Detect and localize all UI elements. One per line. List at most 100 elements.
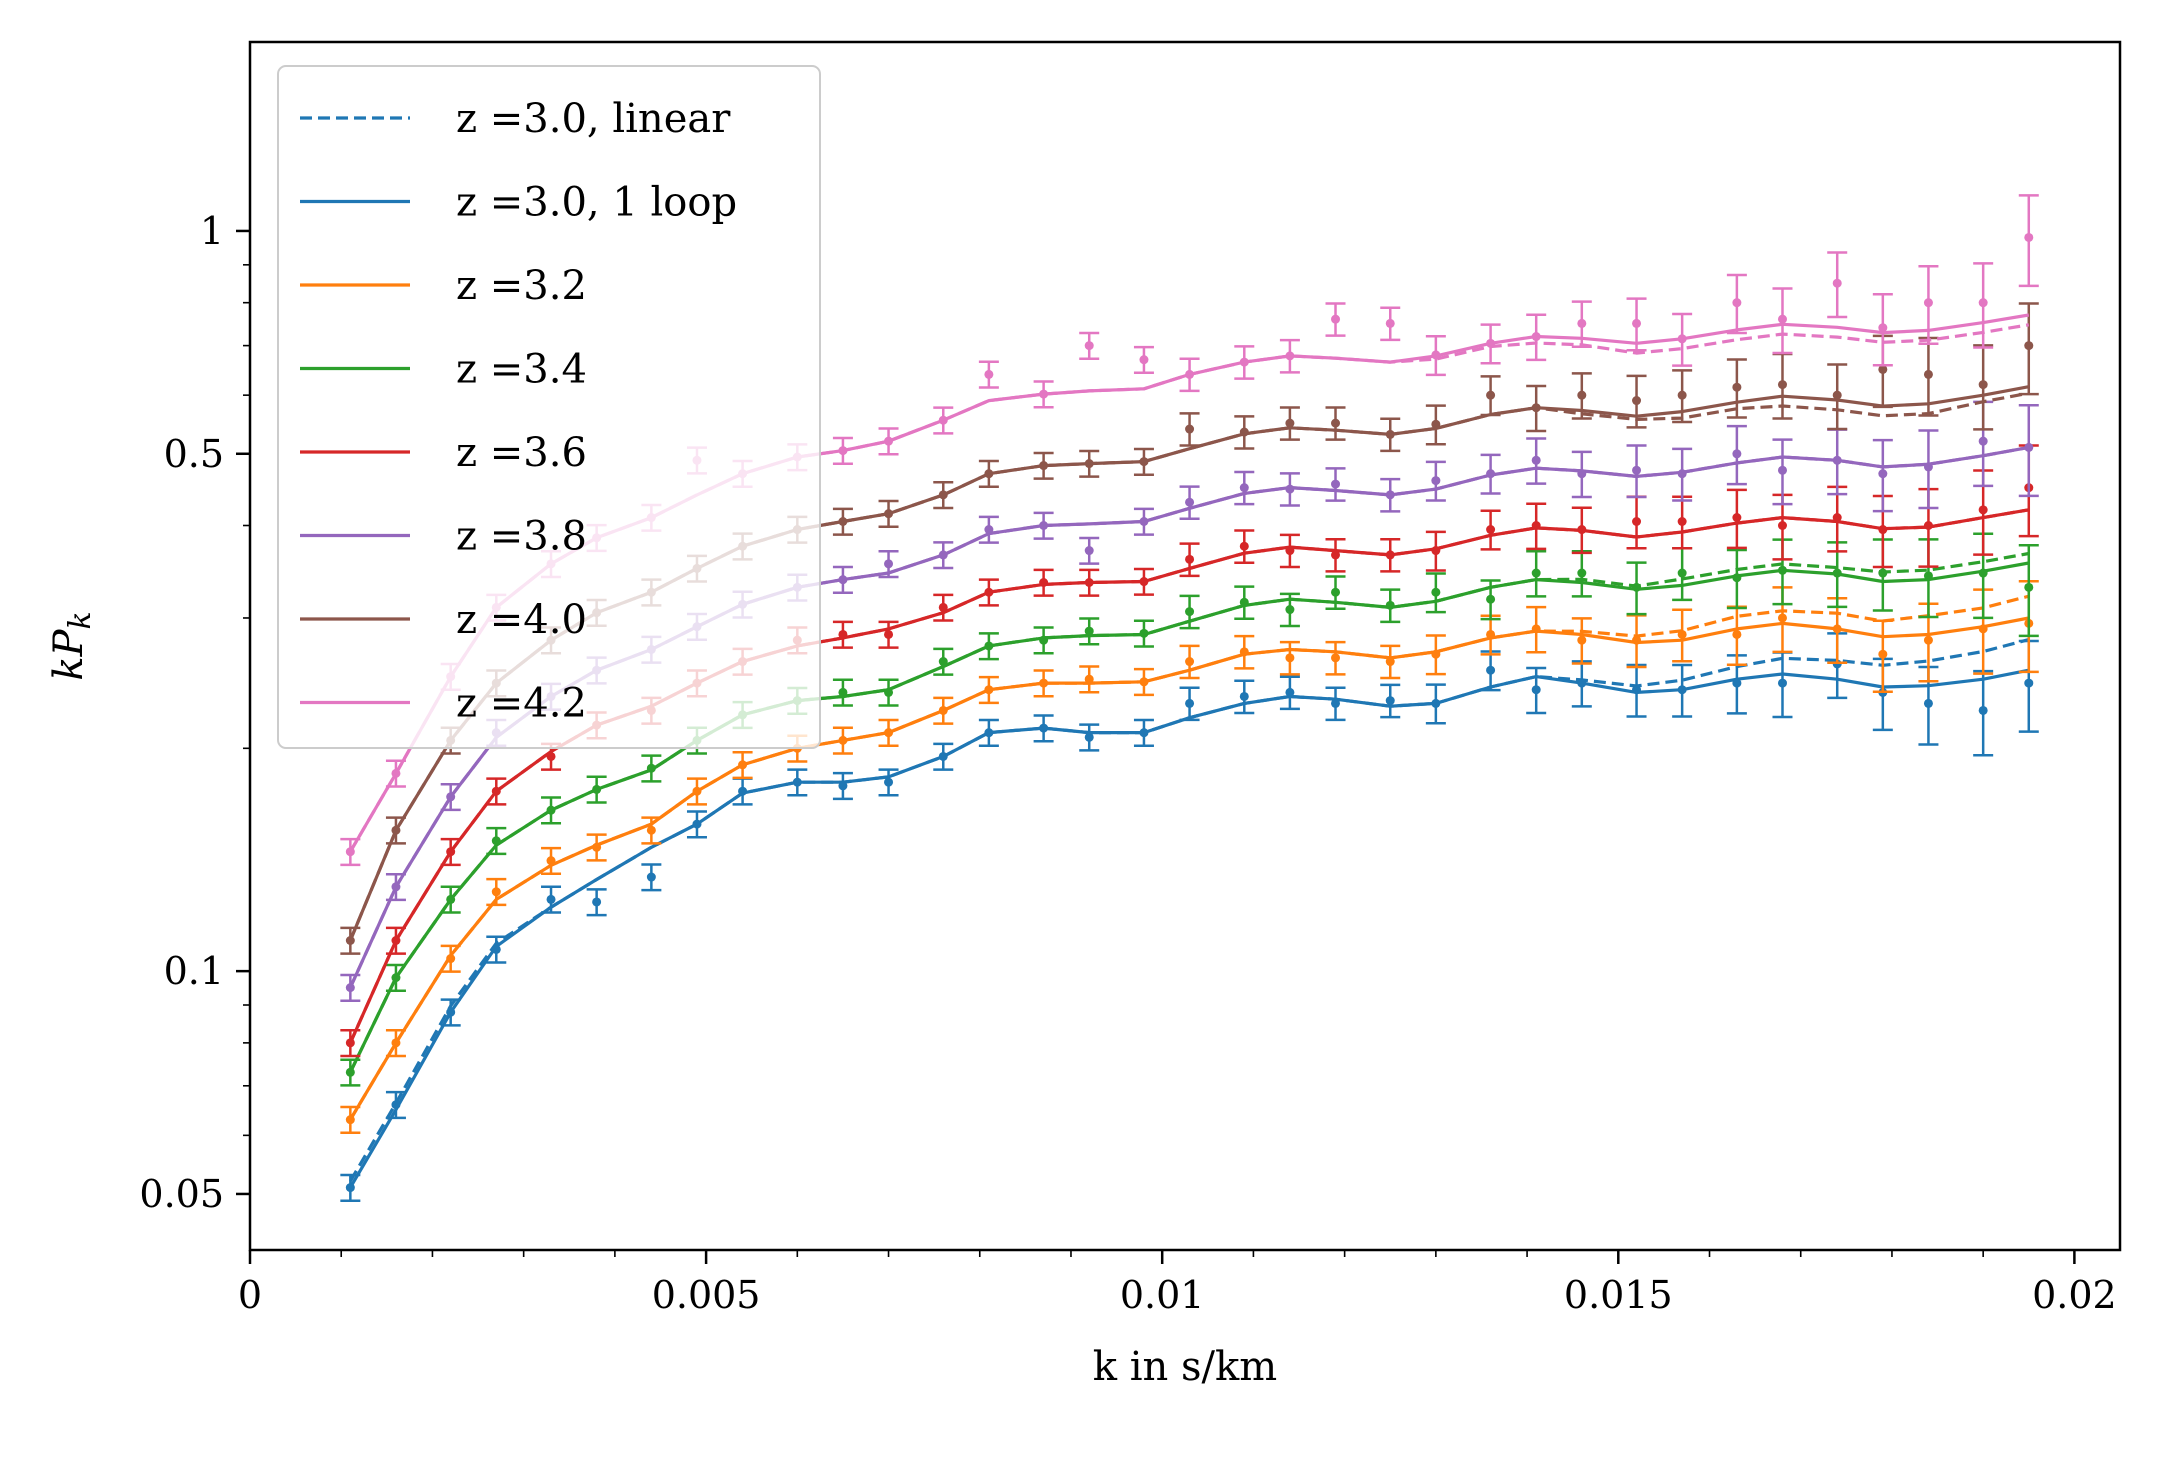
data-point (546, 894, 556, 904)
data-point (1923, 369, 1933, 379)
data-point (345, 1067, 355, 1077)
data-point (1577, 469, 1587, 479)
data-point (2024, 678, 2034, 688)
data-point (938, 602, 948, 612)
data-point (1039, 723, 1049, 733)
data-point (1084, 546, 1094, 556)
data-point (592, 897, 602, 907)
legend-entry-label: z =3.4 (456, 347, 587, 393)
data-point (1185, 497, 1195, 507)
data-point (984, 469, 994, 479)
data-point (1923, 571, 1933, 581)
data-point (1185, 657, 1195, 667)
data-point (1239, 597, 1249, 607)
data-point (1185, 607, 1195, 617)
y-tick-label: 0.05 (139, 1172, 224, 1216)
data-point (1385, 696, 1395, 706)
data-point (884, 509, 894, 519)
data-point (491, 944, 501, 954)
data-point (1139, 355, 1149, 365)
data-point (1677, 334, 1687, 344)
data-point (1632, 582, 1642, 592)
data-point (1331, 653, 1341, 663)
data-point (1777, 678, 1787, 688)
data-point (1039, 461, 1049, 471)
y-tick-label: 0.1 (164, 949, 224, 993)
data-point (1039, 520, 1049, 530)
data-point (1385, 657, 1395, 667)
data-point (1385, 318, 1395, 328)
data-point (1732, 449, 1742, 459)
data-point (446, 1007, 456, 1017)
data-point (1431, 546, 1441, 556)
data-point (546, 856, 556, 866)
data-point (1732, 298, 1742, 308)
data-point (592, 842, 602, 852)
data-point (984, 685, 994, 695)
data-point (1978, 380, 1988, 390)
data-point (1285, 653, 1295, 663)
data-point (884, 629, 894, 639)
data-point (1632, 465, 1642, 475)
y-tick-label: 1 (200, 209, 224, 253)
data-point (1577, 678, 1587, 688)
data-point (1285, 605, 1295, 615)
data-point (491, 836, 501, 846)
data-point (838, 446, 848, 456)
data-point (1632, 396, 1642, 406)
data-point (1139, 628, 1149, 638)
data-point (1431, 419, 1441, 429)
data-point (646, 872, 656, 882)
legend-entry-label: z =4.2 (456, 681, 587, 727)
data-point (692, 819, 702, 829)
data-point (345, 1115, 355, 1125)
data-point (1878, 649, 1888, 659)
x-tick-label: 0 (238, 1273, 262, 1317)
data-point (1084, 578, 1094, 588)
data-point (1331, 418, 1341, 428)
data-point (1285, 687, 1295, 697)
data-point (1084, 341, 1094, 351)
data-point (1139, 457, 1149, 467)
data-point (1331, 479, 1341, 489)
data-point (984, 525, 994, 535)
y-tick-label: 0.5 (164, 432, 224, 476)
data-point (491, 786, 501, 796)
data-point (646, 825, 656, 835)
data-point (884, 436, 894, 446)
data-point (1139, 577, 1149, 587)
data-point (1531, 685, 1541, 695)
data-point (1632, 635, 1642, 645)
data-point (1431, 587, 1441, 597)
data-point (1185, 554, 1195, 564)
data-point (1385, 600, 1395, 610)
y-axis-label: kPk (46, 611, 98, 680)
data-point (1677, 517, 1687, 527)
data-point (1531, 403, 1541, 413)
data-point (1084, 732, 1094, 742)
data-point (345, 847, 355, 857)
data-point (446, 894, 456, 904)
data-point (838, 575, 848, 585)
data-point (1632, 318, 1642, 328)
data-point (546, 805, 556, 815)
data-point (938, 550, 948, 560)
data-point (838, 629, 848, 639)
data-point (1285, 418, 1295, 428)
data-point (1331, 587, 1341, 597)
data-point (1486, 665, 1496, 675)
data-point (345, 983, 355, 993)
data-point (2024, 232, 2034, 242)
data-point (1139, 728, 1149, 738)
data-point (1531, 568, 1541, 578)
data-point (738, 760, 748, 770)
data-point (1978, 624, 1988, 634)
data-point (1832, 513, 1842, 523)
data-point (792, 777, 802, 787)
data-point (884, 687, 894, 697)
legend-entry-label: z =3.0, 1 loop (456, 180, 737, 226)
data-point (1431, 698, 1441, 708)
data-point (984, 587, 994, 597)
data-point (1385, 550, 1395, 560)
data-point (1677, 568, 1687, 578)
